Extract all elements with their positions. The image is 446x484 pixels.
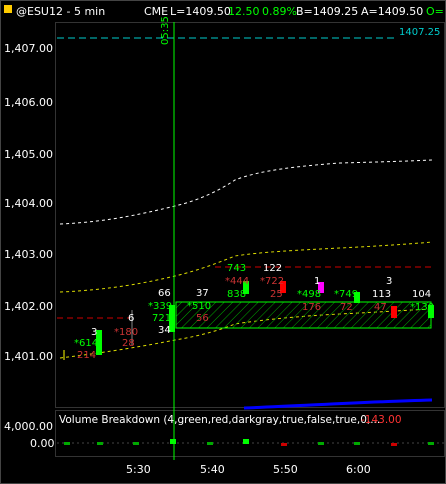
price-tick: 1,404.00 [4, 197, 53, 210]
time-tick: 5:40 [200, 463, 225, 476]
volume-bar [391, 443, 397, 446]
candle [391, 306, 397, 318]
time-tick: 6:00 [346, 463, 371, 476]
price-tick: 1,401.00 [4, 350, 53, 363]
volume-line [243, 398, 433, 410]
candle [428, 305, 434, 318]
annotation: 72 [340, 302, 353, 313]
open-label: O= [426, 5, 444, 18]
candle [169, 305, 175, 332]
annotation: *339 [148, 301, 172, 312]
ask-price: A=1409.50 [361, 5, 423, 18]
annotation: 3 [91, 327, 97, 338]
time-tick: 5:30 [126, 463, 151, 476]
annotation: 838 [227, 289, 246, 300]
chart-menu-icon[interactable] [4, 5, 12, 13]
volume-bar [428, 442, 434, 445]
annotation: 25 [270, 289, 283, 300]
candle [96, 330, 102, 355]
volume-bar [354, 442, 360, 445]
annotation: 34 [158, 325, 171, 336]
symbol-label: @ESU12 - 5 min [16, 5, 105, 18]
volume-bars [64, 439, 434, 446]
mid-band [59, 241, 433, 293]
annotation: 47 [374, 302, 387, 313]
price-tick: 1,405.00 [4, 148, 53, 161]
footprint-annotations: 3 *614 214 *180 28 6 66 *339 721 34 37 *… [74, 263, 434, 361]
exchange-label: CME [144, 5, 168, 18]
volume-bar [97, 442, 103, 445]
volume-bar [170, 439, 176, 444]
annotation: 28 [122, 338, 135, 349]
last-price: L=1409.50 [170, 5, 231, 18]
volume-bar [207, 442, 213, 445]
annotation: *130 [410, 302, 434, 313]
annotation: 66 [158, 288, 171, 299]
candle [243, 281, 249, 294]
volume-bar [133, 442, 139, 445]
net-change: 12.50 [228, 5, 260, 18]
candle [280, 281, 286, 293]
volume-title: Volume Breakdown (4,green,red,darkgray,t… [59, 414, 380, 426]
time-axis: 5:30 5:40 5:50 6:00 [126, 463, 371, 476]
annotation: *498 [297, 289, 321, 300]
volume-value: -143.00 [361, 414, 402, 426]
volume-axis-tick: 4,000.00 [4, 420, 53, 433]
upper-band [59, 159, 433, 225]
annotation: 721 [152, 313, 171, 324]
annotation: 214 [77, 350, 96, 361]
annotation: 176 [302, 302, 321, 313]
annotation: *614 [74, 338, 98, 349]
price-tick: 1,402.00 [4, 300, 53, 313]
annotation: 113 [372, 289, 391, 300]
annotation: *722 [260, 276, 284, 287]
price-tick: 1,406.00 [4, 96, 53, 109]
candle [354, 292, 360, 303]
price-tick: 1,407.00 [4, 42, 53, 55]
annotation: 37 [196, 288, 209, 299]
annotation: *749 [334, 289, 358, 300]
price-tick: 1,403.00 [4, 248, 53, 261]
annotation: 104 [412, 289, 431, 300]
price-axis: 1,407.00 1,406.00 1,405.00 1,404.00 1,40… [4, 42, 53, 363]
cursor-time-label: 05:35 [160, 16, 171, 45]
annotation: 6 [128, 313, 134, 324]
volume-bar [243, 439, 249, 444]
annotation: 1 [314, 276, 320, 287]
annotation: 122 [263, 263, 282, 274]
annotation: *444 [225, 276, 249, 287]
annotation: 3 [386, 276, 392, 287]
annotation: *510 [187, 301, 211, 312]
pct-change: 0.89% [262, 5, 297, 18]
volume-bar [318, 442, 324, 445]
value-area-box [175, 301, 432, 329]
volume-axis-tick: 0.00 [30, 437, 55, 450]
volume-panel [55, 410, 445, 457]
annotation: 743 [227, 263, 246, 274]
bid-price: B=1409.25 [296, 5, 358, 18]
time-tick: 5:50 [273, 463, 298, 476]
annotation: 56 [196, 313, 209, 324]
volume-bar [64, 442, 70, 445]
reference-label: 1407.25 [399, 27, 440, 38]
candle [318, 282, 324, 293]
volume-bar [281, 443, 287, 446]
annotation: *180 [114, 327, 138, 338]
price-candles [63, 281, 434, 360]
